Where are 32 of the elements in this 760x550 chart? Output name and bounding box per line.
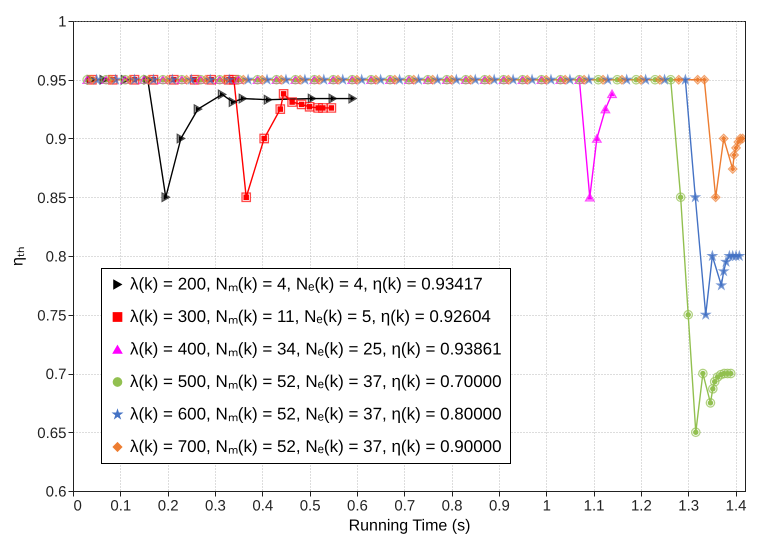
y-tick-label: 0.85: [37, 190, 66, 207]
y-tick-label: 0.9: [46, 131, 66, 148]
x-tick-label: 0.9: [488, 498, 510, 514]
y-tick-label: 1: [58, 14, 66, 30]
x-tick-label: 0.3: [205, 498, 226, 514]
legend-label: λ(k) = 200, Nₘ(k) = 4, Nₑ(k) = 4, η(k) = 0.93417: [130, 274, 483, 294]
legend-label: λ(k) = 600, Nₘ(k) = 52, Nₑ(k) = 37, η(k) = 0.80000: [130, 404, 502, 424]
x-tick-label: 0.5: [300, 498, 321, 514]
y-tick-label: 0.7: [46, 366, 66, 383]
x-tick-label: 0: [74, 498, 82, 514]
x-tick-label: 1: [542, 498, 551, 514]
legend-label: λ(k) = 300, Nₘ(k) = 11, Nₑ(k) = 5, η(k) = 0.92604: [130, 307, 491, 326]
y-tick-label: 0.95: [37, 72, 66, 90]
x-tick-label: 0.7: [394, 498, 416, 514]
x-tick-label: 0.2: [158, 498, 179, 514]
y-tick-label: 0.8: [46, 248, 66, 266]
y-tick-label: 0.65: [37, 424, 66, 442]
x-tick-label: 0.4: [252, 498, 274, 514]
x-tick-label: 0.1: [110, 498, 132, 514]
x-axis-title: Running Time (s): [348, 518, 470, 534]
x-tick-label: 1.4: [726, 498, 746, 514]
x-tick-label: 0.8: [442, 498, 463, 514]
x-tick-label: 0.6: [347, 498, 368, 514]
y-tick-label: 0.75: [37, 307, 66, 324]
legend-label: λ(k) = 700, Nₘ(k) = 52, Nₑ(k) = 37, η(k) = 0.90000: [130, 437, 502, 456]
x-tick-label: 1.3: [678, 498, 700, 514]
legend-label: λ(k) = 400, Nₘ(k) = 34, Nₑ(k) = 25, η(k) = 0.93861: [130, 340, 502, 358]
x-tick-label: 1.1: [584, 498, 604, 514]
legend-label: λ(k) = 500, Nₘ(k) = 52, Nₑ(k) = 37, η(k) = 0.70000: [130, 372, 502, 391]
y-tick-label: 0.6: [46, 484, 66, 500]
x-tick-label: 1.2: [630, 498, 652, 514]
y-axis-title: ηₜₕ: [9, 247, 26, 266]
